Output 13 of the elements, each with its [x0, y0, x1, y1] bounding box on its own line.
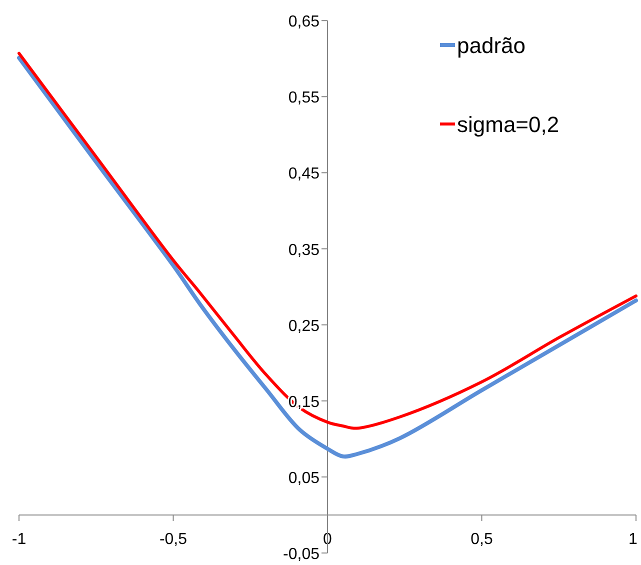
x-tick-label: 0,5	[470, 530, 493, 548]
y-tick-label: 0,05	[288, 470, 320, 487]
legend-label: padrão	[457, 33, 526, 58]
y-tick-label: 0,55	[288, 90, 320, 107]
y-tick-label: 0,25	[288, 318, 320, 335]
x-tick-label: -0,5	[159, 530, 188, 548]
y-tick-label: -0,05	[283, 546, 320, 563]
x-tick-label: -1	[12, 530, 26, 548]
y-tick-label: 0,65	[288, 14, 320, 31]
legend-label: sigma=0,2	[457, 112, 560, 137]
y-tick-label: 0,35	[288, 242, 320, 259]
y-tick-label: 0,45	[288, 166, 320, 183]
x-tick-label: 1	[628, 530, 638, 548]
